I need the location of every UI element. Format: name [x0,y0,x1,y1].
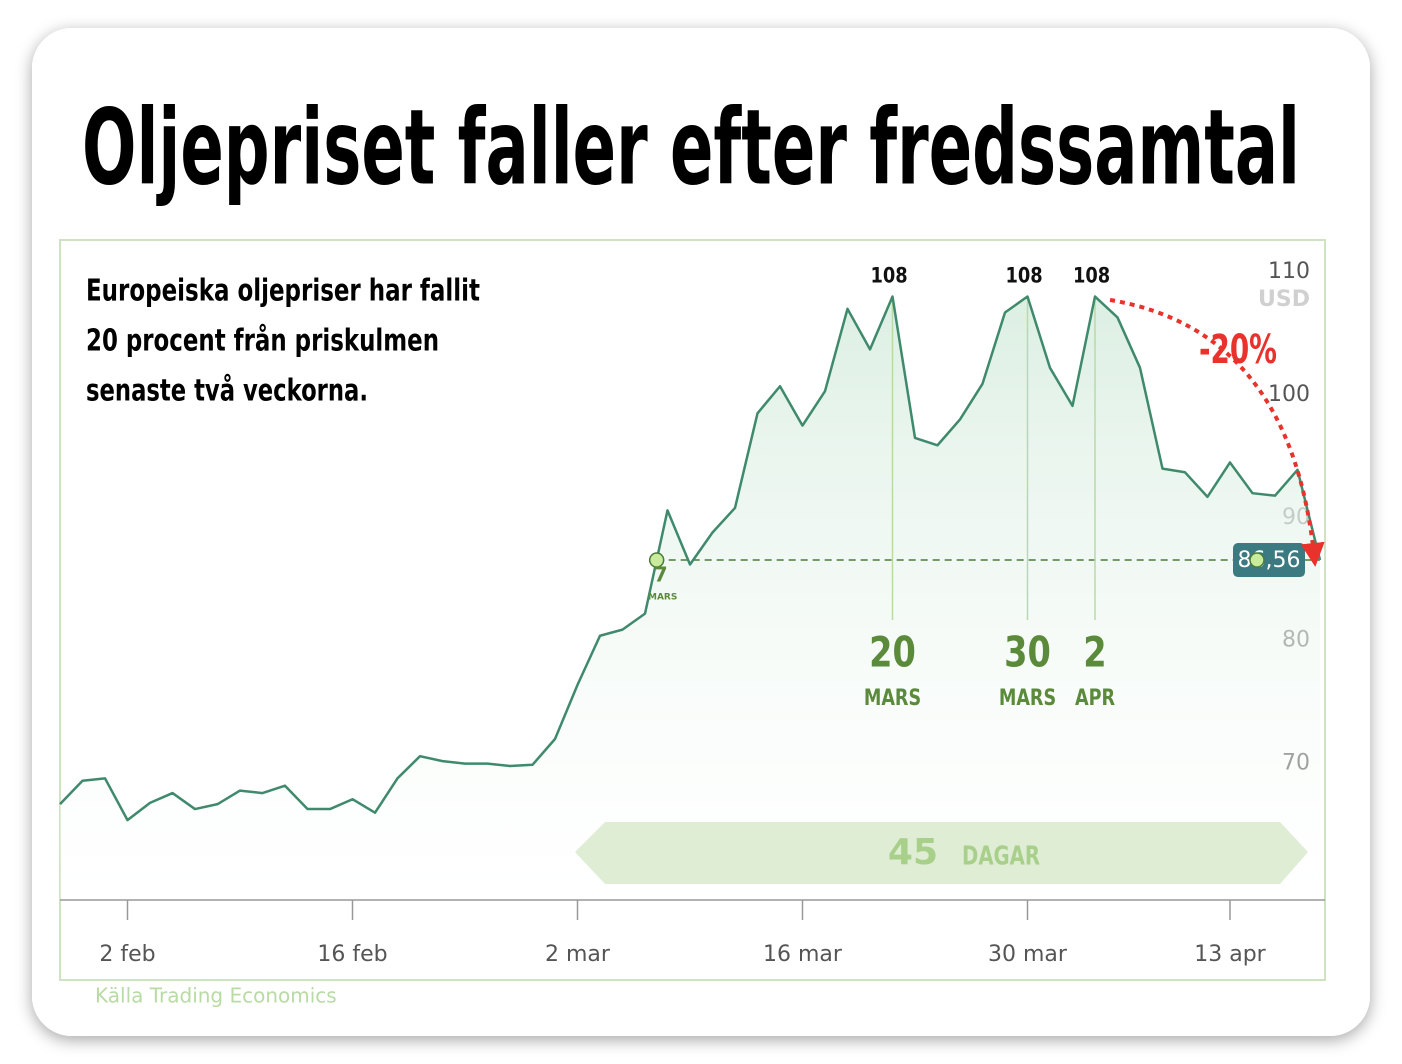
x-tick-label: 2 feb [99,942,155,967]
span-number: 45 [888,832,938,873]
x-tick-label: 16 feb [317,942,387,967]
plot-frame [59,239,1326,981]
change-label: -20% [1199,327,1277,373]
value-badge [1233,543,1305,578]
peak-day: 30 [1004,628,1051,677]
data-label: 108 [1073,263,1110,288]
last-value-label: 86,56 [1238,548,1301,573]
peak-day: 2 [1083,628,1106,677]
peak-day: 20 [869,628,916,677]
peak-month: MARS [864,685,921,710]
x-tick-label: 13 apr [1194,942,1266,967]
peak-month: MARS [999,685,1056,710]
source: Källa Trading Economics [95,984,337,1008]
subtitle-line: senaste två veckorna. [86,373,368,409]
x-tick-label: 16 mar [763,942,843,967]
data-label: 108 [1005,263,1042,288]
y-unit: USD [1258,287,1310,312]
y-tick-label: 100 [1268,382,1310,407]
last-dot [1249,552,1265,568]
span-banner [575,822,1308,884]
crossing-day: 7 [654,563,668,587]
crossing-dot [648,552,665,568]
span-unit: DAGAR [962,842,1040,872]
area [60,296,1320,900]
line [59,295,1322,822]
peak-month: APR [1075,685,1115,710]
y-tick-label: 110 [1268,259,1310,284]
data-label: 108 [870,263,907,288]
subtitle-line: Europeiska oljepriser har fallit [86,274,480,309]
x-tick-label: 30 mar [988,942,1068,967]
crossing-month: MARS [648,593,677,603]
chart-title: Oljepriset faller efter fredssamtal [82,86,1300,208]
subtitle-line: 20 procent från priskulmen [86,323,439,359]
x-tick-label: 2 mar [545,942,611,967]
